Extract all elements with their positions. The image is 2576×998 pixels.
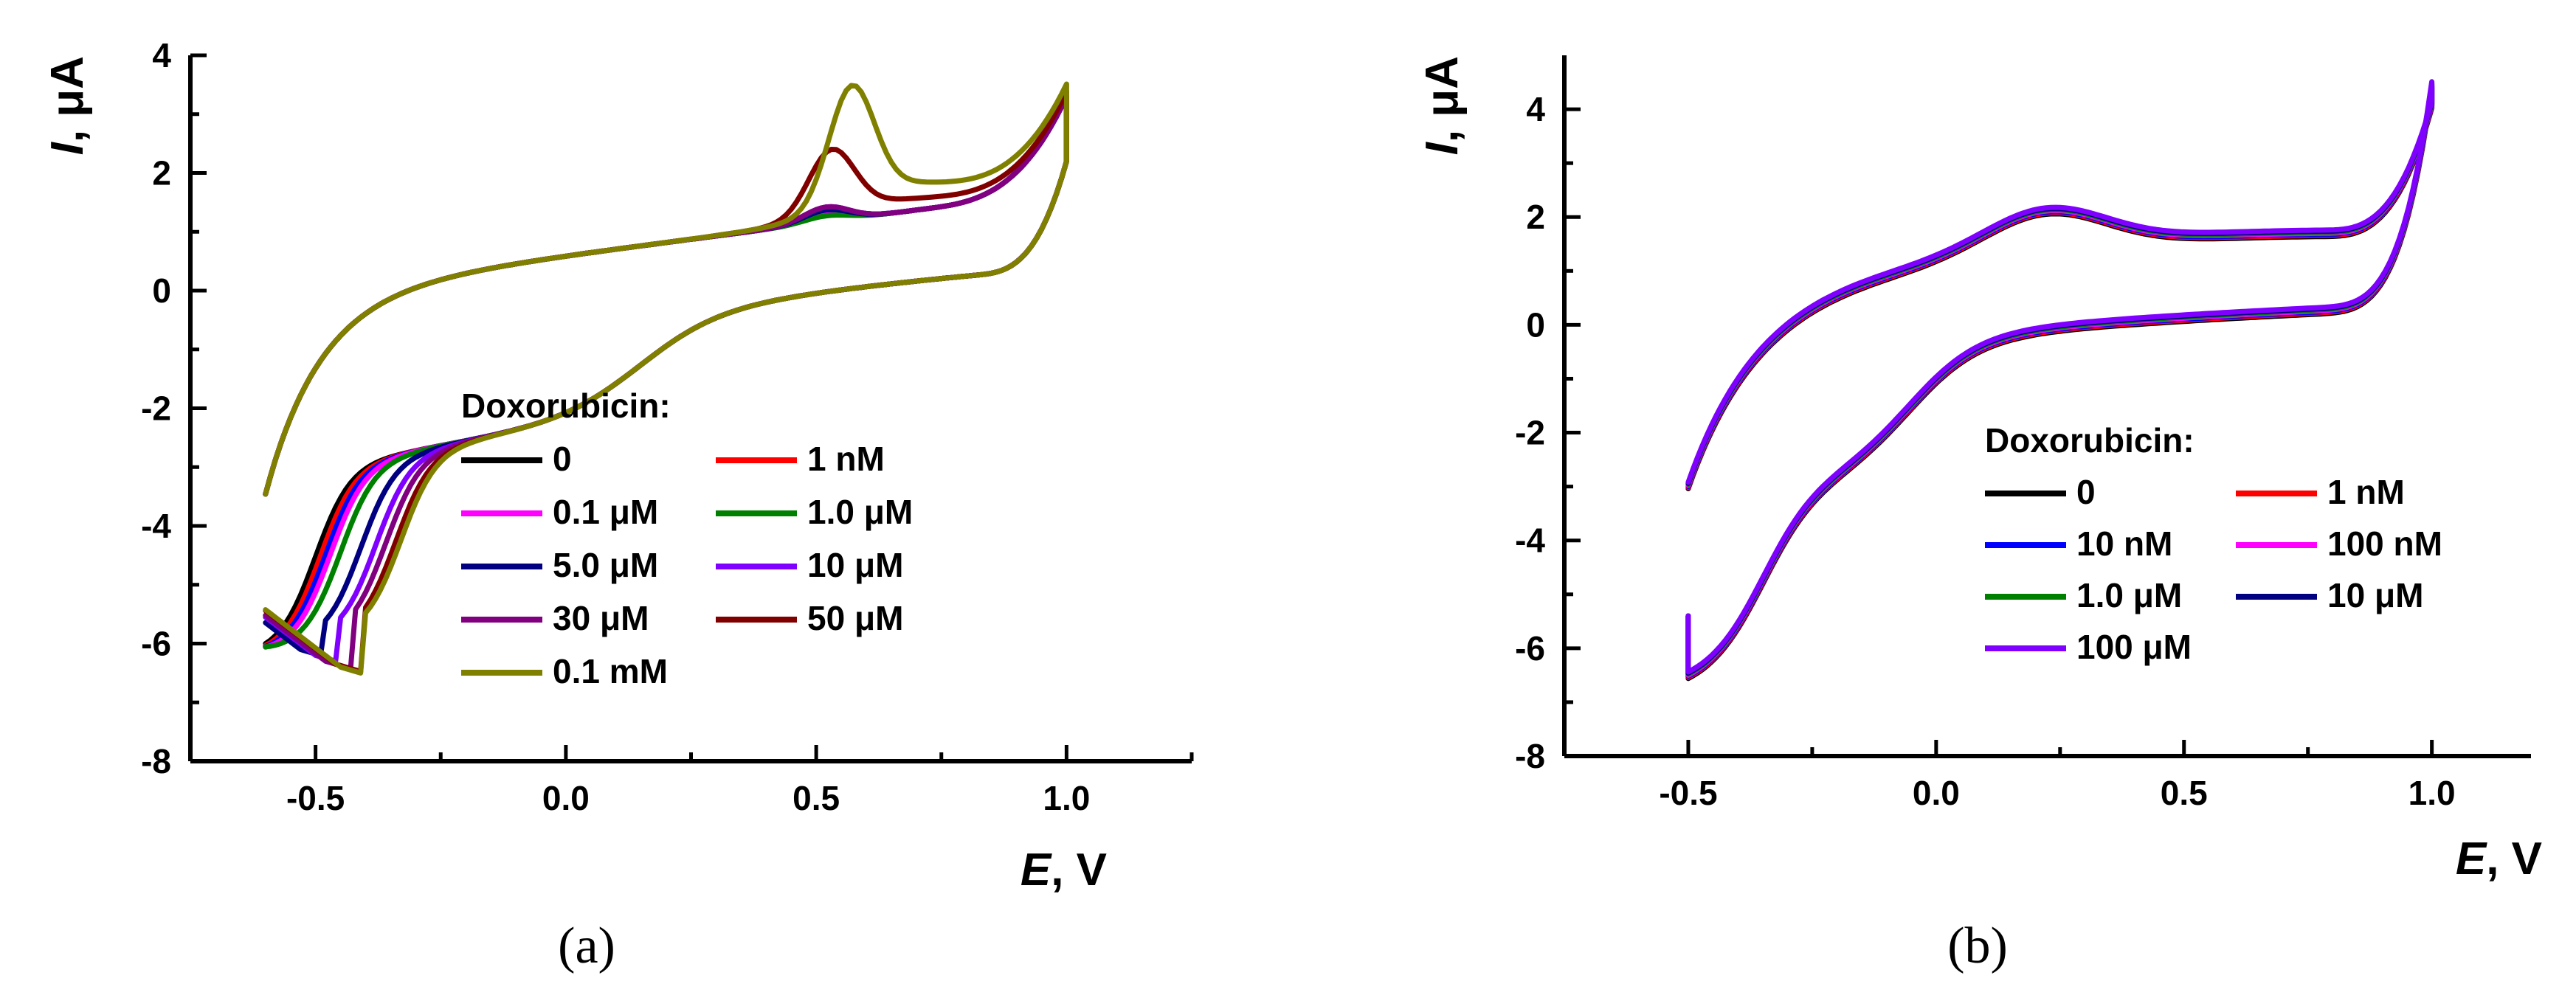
x-tick-label: 1.0 [2408,774,2456,812]
panel-label: (a) [558,918,615,974]
cv-curve-10-nM [1685,83,2435,679]
legend-label: 1.0 μM [2076,576,2182,614]
y-axis-symbol: I [42,141,93,155]
x-tick-label: 0.0 [542,779,590,817]
legend-label: 30 μM [553,599,649,637]
legend-label: 0.1 mM [553,652,668,690]
cv-curve-0.1-mM [263,81,1069,676]
y-tick-label: 4 [1526,90,1545,128]
curves-group [263,81,1069,676]
legend-label: 100 nM [2327,524,2442,563]
y-axis-unit: , μA [42,56,93,142]
y-axis-unit: , μA [1417,56,1468,142]
legend-label: 50 μM [807,599,903,637]
x-tick-label: -0.5 [1659,774,1717,812]
legend-label: 0 [2076,473,2096,511]
y-tick-label: -4 [1515,521,1545,560]
y-tick-label: -8 [1515,737,1545,775]
x-axis-unit: , V [2486,834,2542,884]
cv-curve-0 [1685,86,2435,682]
y-axis-symbol: I [1417,141,1468,155]
legend-label: 10 nM [2076,524,2172,563]
x-axis-symbol: E [1021,845,1052,895]
legend-label: 10 μM [807,546,903,584]
y-tick-label: 2 [1526,198,1545,236]
cv-curve-100-μM [1685,79,2435,675]
y-tick-label: -2 [141,389,171,428]
x-tick-label: 0.5 [793,779,840,817]
cv-curve-1.0-μM [1685,81,2435,677]
legend-title: Doxorubicin: [1985,421,2195,460]
y-tick-label: -6 [1515,629,1545,668]
x-axis-symbol: E [2456,834,2487,884]
cv-curve-10-μM [1685,80,2435,676]
cv-curve-1-nM [1685,84,2435,680]
y-axis-title: I, μA [42,56,93,155]
x-axis-title: E, V [1021,845,1107,895]
panel-a-chart: -8 -6 -4 -2 0 2 4 -0.5 0.0 0.5 1.0 E, V I, μA Doxorub… [42,36,1194,974]
x-tick-label: 1.0 [1043,779,1090,817]
y-tick-label: 4 [152,36,171,74]
legend-label: 1 nM [807,440,885,478]
x-tick-label: -0.5 [286,779,345,817]
legend-label: 10 μM [2327,576,2423,614]
y-tick-label: -6 [141,625,171,663]
y-tick-label: -8 [141,742,171,780]
x-axis-title: E, V [2456,834,2542,884]
cv-curve-100-nM [1685,82,2435,678]
y-tick-label: -4 [141,507,171,545]
curves-group [1685,79,2435,682]
panel-label: (b) [1947,918,2008,974]
legend-label: 1.0 μM [807,493,913,531]
y-tick-label: 2 [152,154,171,193]
x-tick-label: 0.5 [2161,774,2208,812]
legend-label: 0.1 μM [553,493,658,531]
x-axis-unit: , V [1051,845,1107,895]
legend-label: 100 μM [2076,628,2192,666]
x-tick-label: 0.0 [1913,774,1960,812]
y-tick-label: 0 [152,271,171,310]
legend-title: Doxorubicin: [461,387,671,425]
y-axis-title: I, μA [1417,56,1468,155]
y-tick-label: 0 [1526,305,1545,344]
y-tick-label: -2 [1515,414,1545,452]
legend-label: 0 [553,440,572,478]
legend-label: 1 nM [2327,473,2405,511]
panel-b-chart: -8 -6 -4 -2 0 2 4 -0.5 0.0 0.5 1.0E, V I, μA Doxorub… [1417,55,2542,974]
legend-label: 5.0 μM [553,546,658,584]
